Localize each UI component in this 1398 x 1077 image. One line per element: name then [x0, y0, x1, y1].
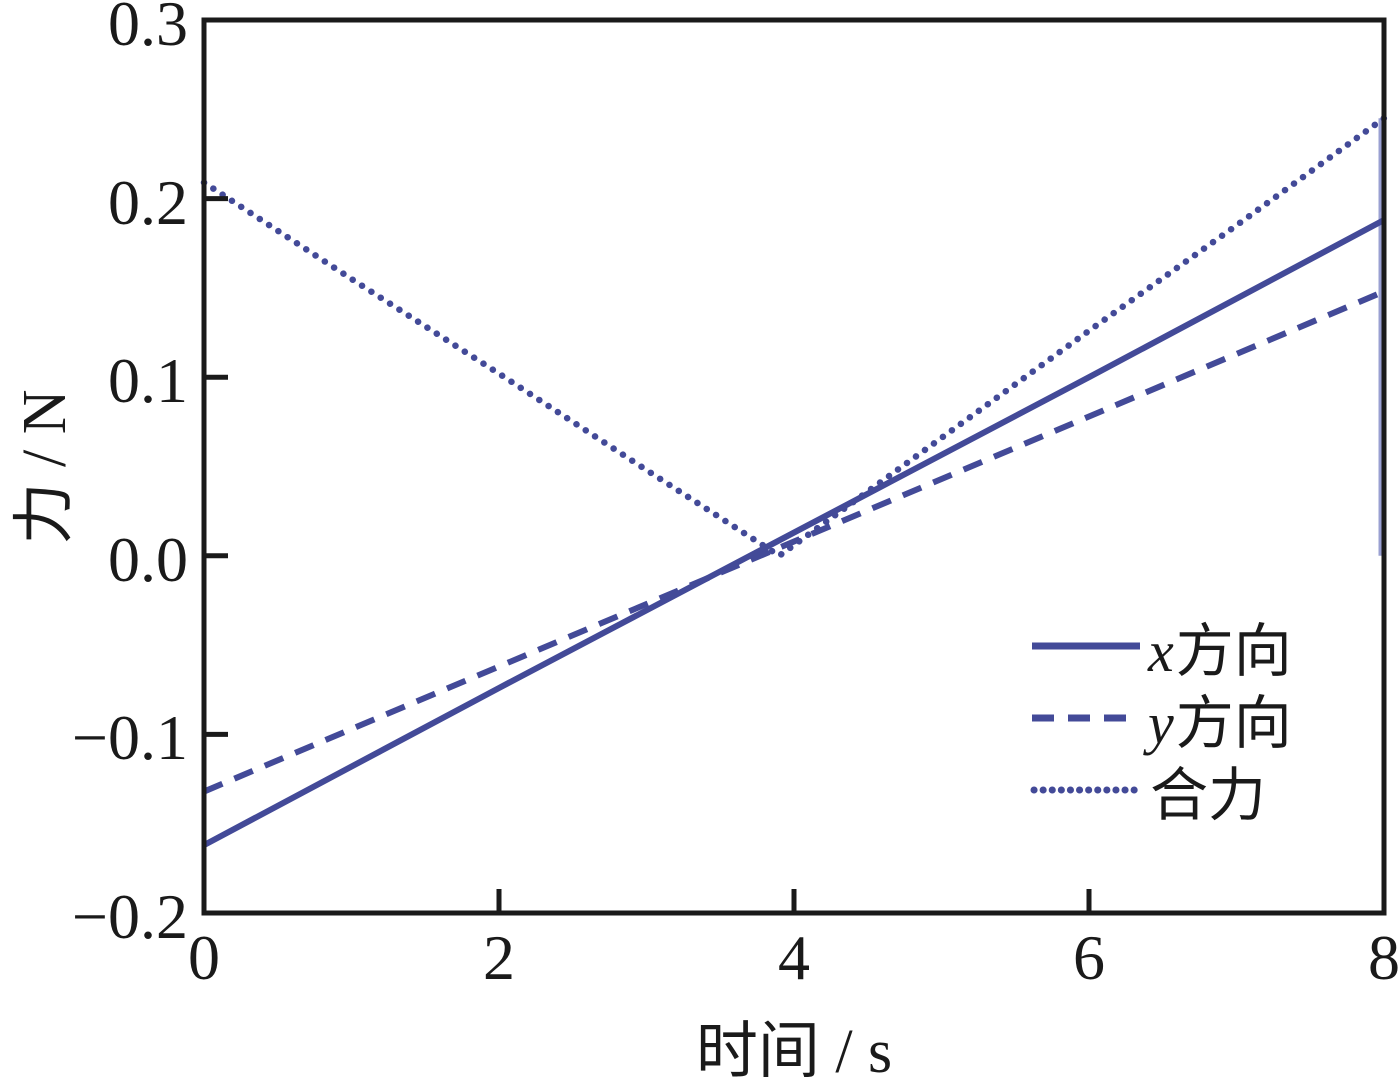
legend-row: 合力	[1030, 754, 1292, 828]
y-tick-label: 0.1	[108, 345, 188, 417]
x-tick-label: 8	[1368, 922, 1398, 993]
legend-label: y方向	[1148, 676, 1292, 760]
legend-sample-solid-line	[1032, 642, 1140, 650]
y-tick-label: −0.1	[71, 702, 188, 774]
series-line-resultant	[200, 114, 1388, 560]
legend-label-math: x	[1148, 619, 1174, 684]
x-axis-title: 时间 / s	[695, 1018, 893, 1077]
series-line-y-direction	[202, 288, 1386, 795]
x-tick-label: 0	[188, 922, 220, 993]
legend-label: x方向	[1148, 604, 1292, 688]
series-line-x-direction	[202, 217, 1386, 848]
y-tick-label: 0.2	[108, 166, 188, 238]
plot-border	[201, 17, 1387, 916]
legend-row: y方向	[1030, 682, 1292, 756]
legend-label-math: y	[1148, 691, 1174, 756]
x-tick-label: 2	[483, 922, 515, 993]
legend-label-text: 方向	[1175, 619, 1292, 684]
x-tick-label: 6	[1073, 922, 1105, 993]
legend-label: 合力	[1148, 748, 1266, 832]
legend-sample-dotted-line	[1030, 786, 1142, 794]
y-tick-label: 0.0	[108, 523, 188, 595]
legend-sample-dashed-line	[1032, 714, 1140, 722]
y-axis-title: 力 / N	[11, 389, 79, 545]
y-tick-label: 0.3	[108, 0, 188, 59]
legend: x方向 y方向 合力	[1030, 610, 1292, 828]
legend-row: x方向	[1030, 610, 1292, 684]
x-tick-label: 4	[778, 922, 810, 993]
legend-label-text: 方向	[1175, 691, 1292, 756]
y-tick-label: −0.2	[71, 881, 188, 952]
legend-label-text: 合力	[1150, 763, 1267, 828]
